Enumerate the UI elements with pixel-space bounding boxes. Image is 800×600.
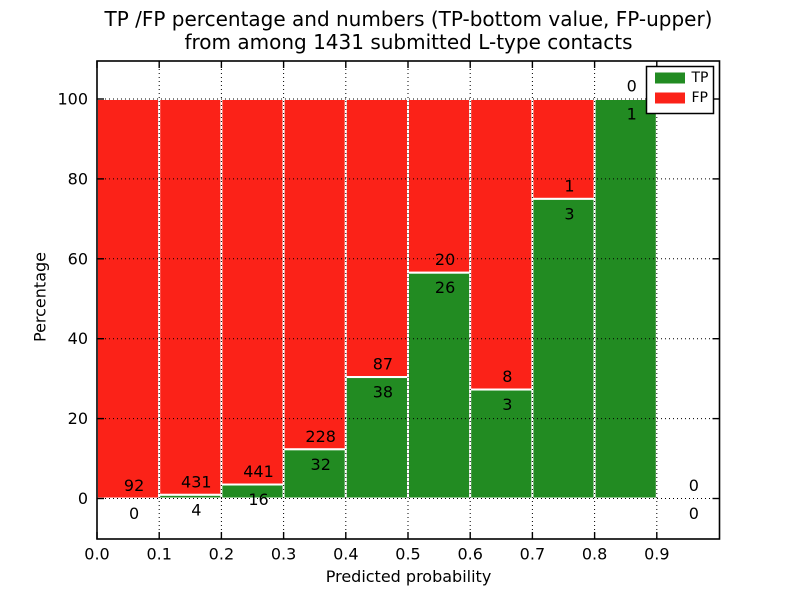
x-tick-label: 0.0 (84, 545, 109, 564)
chart-title: TP /FP percentage and numbers (TP-bottom… (17, 8, 800, 54)
x-tick-label: 0.5 (395, 545, 420, 564)
x-tick-label: 0.7 (520, 545, 545, 564)
chart-title-line1: TP /FP percentage and numbers (TP-bottom… (104, 7, 713, 31)
legend-swatch-fp (655, 92, 685, 104)
fp-count-label: 20 (435, 250, 455, 269)
x-tick-label: 0.4 (333, 545, 358, 564)
bar-segment-tp (158, 493, 223, 500)
legend-swatch-tp (655, 72, 685, 84)
fp-count-label: 431 (181, 472, 212, 491)
fp-count-label: 0 (689, 476, 699, 495)
x-tick-label: 0.9 (644, 545, 669, 564)
x-tick-label: 0.2 (209, 545, 234, 564)
tp-count-label: 1 (627, 105, 637, 124)
fp-count-label: 1 (564, 176, 574, 195)
bar-segment-tp (344, 376, 409, 500)
tp-count-label: 3 (564, 204, 574, 223)
tp-count-label: 26 (435, 278, 455, 297)
bar-segment-fp (344, 98, 409, 379)
x-tick-label: 0.1 (146, 545, 171, 564)
bar-segment-tp (531, 197, 596, 500)
y-tick-label: 20 (68, 409, 88, 428)
fp-count-label: 87 (373, 355, 393, 374)
y-tick-label: 100 (57, 90, 88, 109)
fp-count-label: 92 (124, 476, 144, 495)
bar-segment-tp (593, 98, 658, 500)
tp-count-label: 38 (373, 383, 393, 402)
tp-count-label: 3 (502, 395, 512, 414)
legend-label-fp: FP (692, 90, 709, 106)
tp-count-label: 32 (311, 455, 331, 474)
bar-segment-fp (407, 98, 472, 274)
bar-segment-tp (407, 271, 472, 500)
fp-count-label: 441 (243, 462, 274, 481)
bar-segment-fp (96, 98, 161, 500)
bar-segment-fp (282, 98, 347, 451)
y-tick-label: 80 (68, 169, 88, 188)
bar-segment-fp (158, 98, 223, 496)
x-tick-label: 0.6 (457, 545, 482, 564)
legend-label-tp: TP (691, 70, 709, 86)
chart-title-line2: from among 1431 submitted L-type contact… (184, 30, 633, 54)
bar-segment-fp (220, 98, 285, 486)
tp-count-label: 16 (248, 490, 268, 509)
y-tick-label: 60 (68, 249, 88, 268)
x-axis-label: Predicted probability (325, 567, 492, 586)
bar-segment-fp (469, 98, 534, 391)
fp-count-label: 8 (502, 367, 512, 386)
fp-count-label: 228 (305, 427, 336, 446)
tp-count-label: 0 (689, 504, 699, 523)
fp-count-label: 0 (627, 77, 637, 96)
x-tick-label: 0.8 (582, 545, 607, 564)
tp-count-label: 0 (129, 504, 139, 523)
y-tick-label: 40 (68, 329, 88, 348)
tp-count-label: 4 (191, 500, 201, 519)
x-tick-label: 0.3 (271, 545, 296, 564)
y-tick-label: 0 (78, 489, 88, 508)
